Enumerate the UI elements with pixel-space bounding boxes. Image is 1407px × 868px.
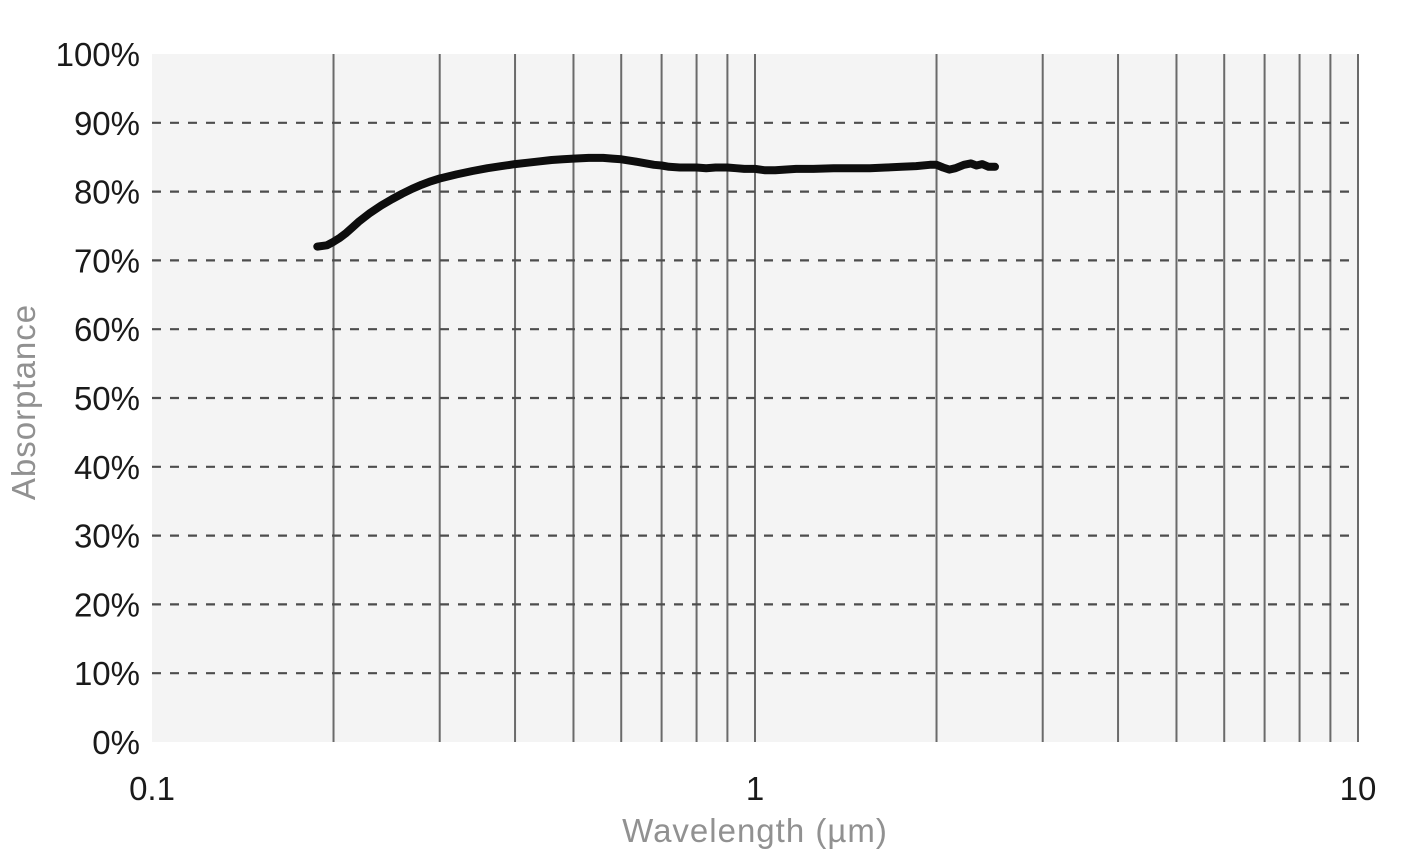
y-tick-label: 60% xyxy=(74,311,140,348)
y-tick-label: 80% xyxy=(74,174,140,211)
y-tick-label: 40% xyxy=(74,449,140,486)
y-tick-label: 0% xyxy=(92,724,140,761)
y-tick-label: 90% xyxy=(74,105,140,142)
y-tick-label: 70% xyxy=(74,242,140,279)
y-tick-label: 20% xyxy=(74,586,140,623)
series-line xyxy=(313,153,999,251)
y-axis-title: Absorptance xyxy=(5,303,42,501)
x-tick-label: 0.1 xyxy=(129,770,175,807)
x-tick-label: 1 xyxy=(746,770,764,807)
y-tick-label: 50% xyxy=(74,380,140,417)
y-tick-label: 100% xyxy=(56,36,140,73)
y-tick-label: 10% xyxy=(74,655,140,692)
x-axis-title: Wavelength (µm) xyxy=(622,812,888,849)
x-tick-label: 10 xyxy=(1340,770,1377,807)
y-tick-label: 30% xyxy=(74,518,140,555)
